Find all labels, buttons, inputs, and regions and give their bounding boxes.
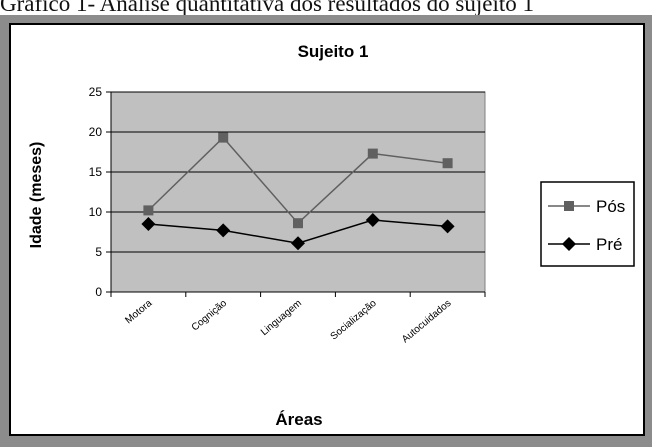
data-point-square <box>143 205 154 216</box>
data-point-diamond <box>291 236 305 251</box>
y-tick-label: 0 <box>95 285 102 299</box>
x-tick-label: Linguagem <box>259 298 304 338</box>
series-0 <box>143 132 453 229</box>
data-point-square <box>564 201 574 211</box>
plot-area <box>110 91 486 293</box>
data-point-square <box>218 132 229 143</box>
data-point-diamond <box>440 219 455 234</box>
y-tick-label: 5 <box>95 245 102 259</box>
data-point-diamond <box>141 217 156 231</box>
legend-box <box>540 181 635 267</box>
y-tick-label: 15 <box>89 165 103 179</box>
x-axis-label: Áreas <box>275 410 322 429</box>
legend-item-0: Pós <box>548 197 625 216</box>
data-point-square <box>442 158 453 169</box>
legend-label: Pós <box>596 197 625 216</box>
legend-label: Pré <box>596 235 622 254</box>
y-tick-label: 20 <box>89 125 103 139</box>
y-axis-label: Idade (meses) <box>28 142 45 249</box>
chart-title: Sujeito 1 <box>298 42 369 61</box>
y-tick-label: 10 <box>89 205 103 219</box>
series-1 <box>141 213 455 251</box>
gridlines <box>111 91 485 253</box>
series-layer <box>141 132 455 251</box>
data-point-diamond <box>216 223 231 238</box>
data-point-diamond <box>562 237 576 251</box>
data-point-diamond <box>365 213 380 227</box>
data-point-square <box>367 148 378 159</box>
x-tick-label: Socialização <box>329 298 379 343</box>
figure-caption: Gráfico 1- Análise quantitativa dos resu… <box>0 0 534 16</box>
x-tick-label: Motora <box>123 298 154 327</box>
data-point-square <box>293 218 303 229</box>
y-tick-labels: 0 5 10 15 20 25 <box>89 85 103 299</box>
x-tick-labels: Motora Cognição Linguagem Socialização Autoc… <box>123 298 453 346</box>
legend-item-1: Pré <box>548 235 622 254</box>
y-tick-label: 25 <box>89 85 103 99</box>
x-tick-label: Cognição <box>190 298 230 334</box>
axes <box>106 91 486 297</box>
legend: Pós Pré <box>540 181 635 267</box>
x-tick-label: Autocuidados <box>400 298 454 345</box>
